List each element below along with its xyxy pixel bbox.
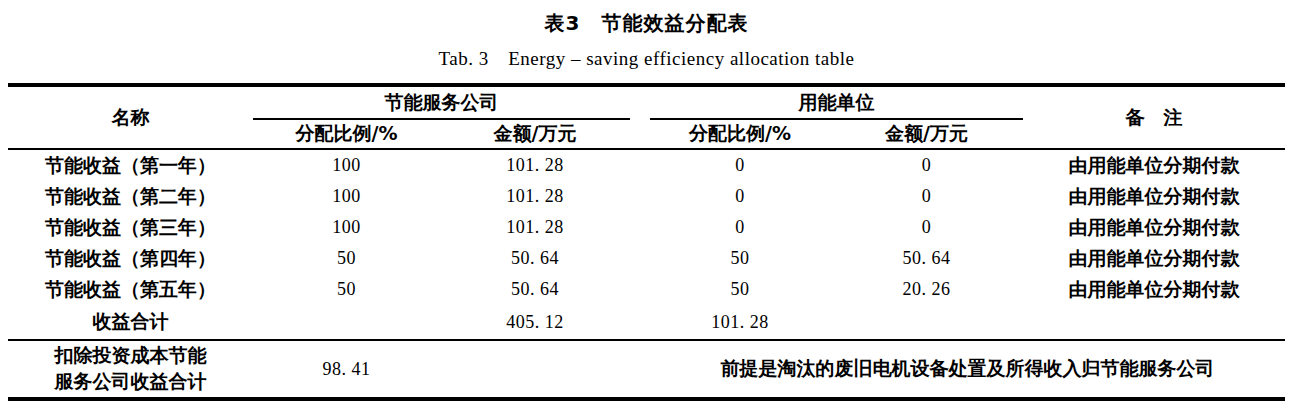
cell-spacer: [630, 212, 650, 243]
net-name-line2: 服务公司收益合计: [8, 369, 253, 395]
cell-empty: [1023, 305, 1285, 340]
cell-user-ratio: 50: [650, 243, 830, 274]
cell-remark: 由用能单位分期付款: [1023, 181, 1285, 212]
cell-name: 节能收益（第二年）: [8, 181, 253, 212]
header-user-ratio: 分配比例/%: [650, 119, 830, 149]
table-row-year2: 节能收益（第二年） 100 101. 28 0 0 由用能单位分期付款: [8, 181, 1285, 212]
header-group-user: 用能单位: [650, 85, 1023, 119]
table-row-year3: 节能收益（第三年） 100 101. 28 0 0 由用能单位分期付款: [8, 212, 1285, 243]
net-name-line1: 扣除投资成本节能: [8, 343, 253, 369]
cell-esco-amount-total: 405. 12: [440, 305, 630, 340]
cell-esco-amount: 101. 28: [440, 181, 630, 212]
cell-spacer: [630, 274, 650, 305]
header-esco-ratio: 分配比例/%: [253, 119, 440, 149]
cell-spacer: [630, 181, 650, 212]
cell-user-ratio: 0: [650, 181, 830, 212]
cell-esco-amount: 50. 64: [440, 274, 630, 305]
header-user-amount: 金额/万元: [830, 119, 1023, 149]
table-row-net-income: 扣除投资成本节能 服务公司收益合计 98. 41 前提是淘汰的废旧电机设备处置及…: [8, 340, 1285, 399]
cell-spacer: [630, 340, 650, 399]
table-caption-zh: 表3 节能效益分配表: [0, 0, 1293, 37]
cell-user-ratio: 0: [650, 212, 830, 243]
cell-esco-ratio: 50: [253, 274, 440, 305]
cell-name: 节能收益（第四年）: [8, 243, 253, 274]
header-group-row: 名称 节能服务公司 用能单位 备 注: [8, 85, 1285, 119]
cell-esco-ratio: 100: [253, 181, 440, 212]
cell-esco-ratio: 100: [253, 212, 440, 243]
cell-spacer: [630, 243, 650, 274]
cell-empty: [830, 305, 1023, 340]
cell-empty: [440, 340, 630, 399]
cell-remark: 由用能单位分期付款: [1023, 243, 1285, 274]
energy-saving-allocation-table: 名称 节能服务公司 用能单位 备 注 分配比例/% 金额/万元 分配比例/% 金…: [8, 83, 1285, 401]
table-row-year4: 节能收益（第四年） 50 50. 64 50 50. 64 由用能单位分期付款: [8, 243, 1285, 274]
cell-remark: 由用能单位分期付款: [1023, 149, 1285, 181]
cell-user-amount: 50. 64: [830, 243, 1023, 274]
cell-esco-ratio: 100: [253, 149, 440, 181]
header-name: 名称: [8, 85, 253, 149]
header-remark: 备 注: [1023, 85, 1285, 149]
cell-user-amount: 0: [830, 181, 1023, 212]
cell-name: 节能收益（第一年）: [8, 149, 253, 181]
cell-name: 节能收益（第五年）: [8, 274, 253, 305]
cell-user-amount: 0: [830, 149, 1023, 181]
cell-esco-amount: 101. 28: [440, 212, 630, 243]
cell-empty: [253, 305, 440, 340]
table-row-year1: 节能收益（第一年） 100 101. 28 0 0 由用能单位分期付款: [8, 149, 1285, 181]
cell-name: 节能收益（第三年）: [8, 212, 253, 243]
cell-name-total: 收益合计: [8, 305, 253, 340]
header-esco-amount: 金额/万元: [440, 119, 630, 149]
cell-esco-amount: 101. 28: [440, 149, 630, 181]
cell-esco-ratio: 50: [253, 243, 440, 274]
table-row-year5: 节能收益（第五年） 50 50. 64 50 20. 26 由用能单位分期付款: [8, 274, 1285, 305]
cell-remark: 由用能单位分期付款: [1023, 212, 1285, 243]
cell-remark: 由用能单位分期付款: [1023, 274, 1285, 305]
cell-net-esco-ratio: 98. 41: [253, 340, 440, 399]
cell-user-ratio: 50: [650, 274, 830, 305]
header-group-esco: 节能服务公司: [253, 85, 630, 119]
cell-spacer: [630, 305, 650, 340]
cell-user-amount: 0: [830, 212, 1023, 243]
table-row-total: 收益合计 405. 12 101. 28: [8, 305, 1285, 340]
header-spacer: [630, 85, 650, 149]
cell-user-amount: 20. 26: [830, 274, 1023, 305]
cell-user-ratio-total: 101. 28: [650, 305, 830, 340]
cell-spacer: [630, 149, 650, 181]
cell-user-ratio: 0: [650, 149, 830, 181]
cell-name-net: 扣除投资成本节能 服务公司收益合计: [8, 340, 253, 399]
cell-net-note: 前提是淘汰的废旧电机设备处置及所得收入归节能服务公司: [650, 340, 1285, 399]
table-caption-en: Tab. 3 Energy – saving efficiency alloca…: [0, 46, 1293, 72]
cell-esco-amount: 50. 64: [440, 243, 630, 274]
